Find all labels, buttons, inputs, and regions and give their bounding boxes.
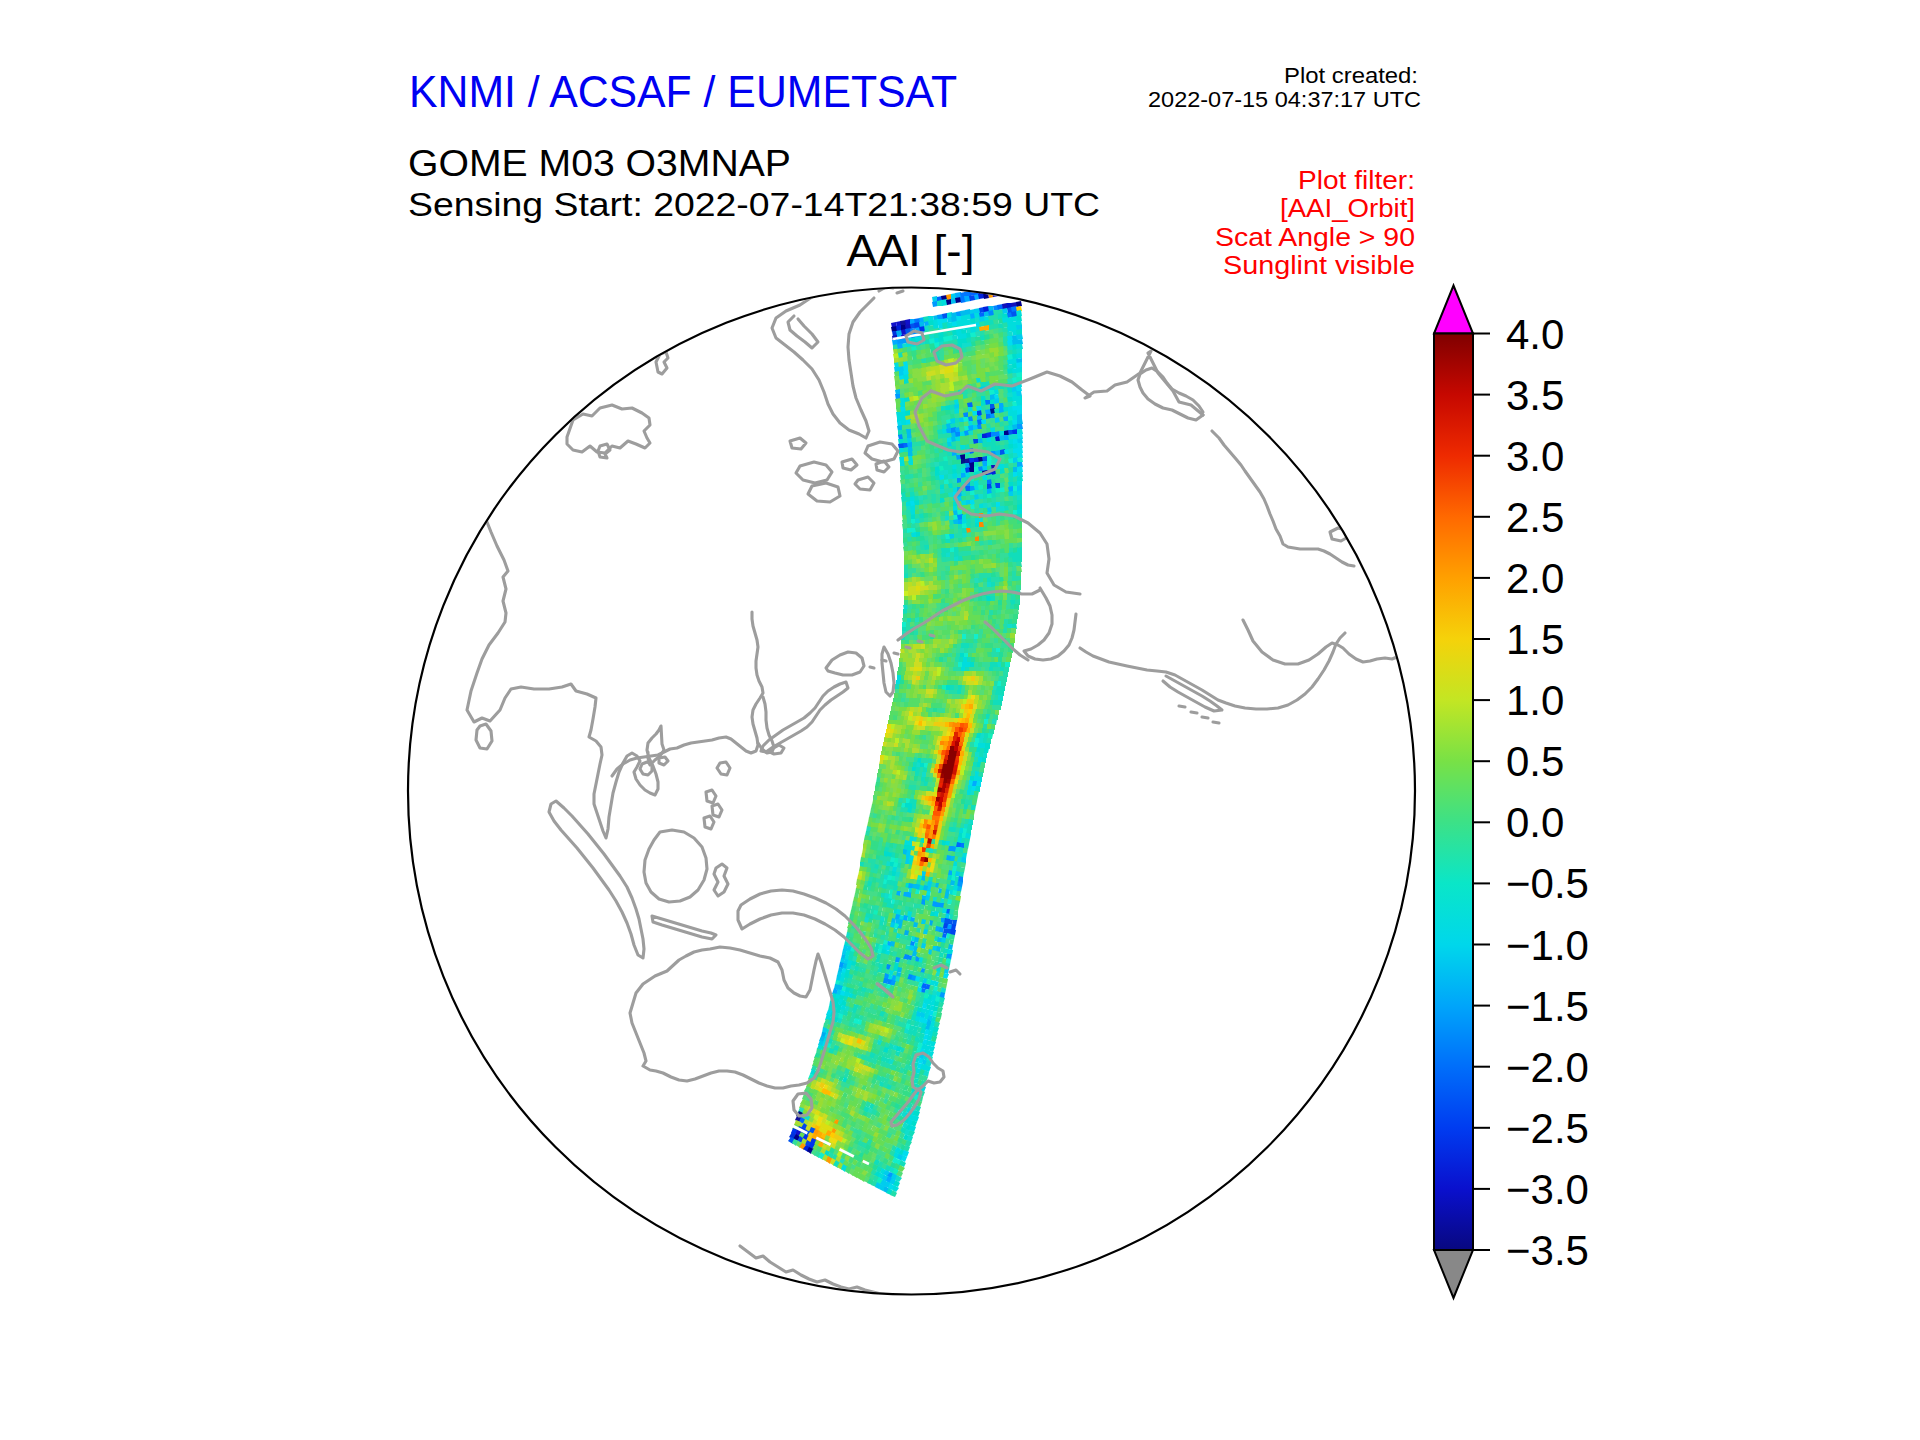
svg-text:−3.0: −3.0 [1506,1166,1589,1213]
svg-text:−2.0: −2.0 [1506,1044,1589,1091]
svg-text:KNMI / ACSAF / EUMETSAT: KNMI / ACSAF / EUMETSAT [409,67,957,116]
svg-text:−3.5: −3.5 [1506,1227,1589,1274]
svg-text:2022-07-15 04:37:17 UTC: 2022-07-15 04:37:17 UTC [1148,88,1421,112]
svg-text:4.0: 4.0 [1506,311,1564,358]
svg-text:Sunglint visible: Sunglint visible [1223,250,1415,280]
svg-text:GOME M03 O3MNAP: GOME M03 O3MNAP [408,142,791,184]
svg-text:2.5: 2.5 [1506,494,1564,541]
svg-text:−1.5: −1.5 [1506,983,1589,1030]
svg-text:−0.5: −0.5 [1506,860,1589,907]
svg-text:1.0: 1.0 [1506,677,1564,724]
svg-text:2.0: 2.0 [1506,555,1564,602]
svg-text:−2.5: −2.5 [1506,1105,1589,1152]
svg-text:0.5: 0.5 [1506,738,1564,785]
svg-text:Plot created:: Plot created: [1284,64,1418,88]
svg-text:0.0: 0.0 [1506,799,1564,846]
svg-text:−1.0: −1.0 [1506,922,1589,969]
svg-text:3.0: 3.0 [1506,433,1564,480]
svg-text:3.5: 3.5 [1506,372,1564,419]
svg-text:1.5: 1.5 [1506,616,1564,663]
svg-text:Sensing Start: 2022-07-14T21:3: Sensing Start: 2022-07-14T21:38:59 UTC [408,185,1100,223]
svg-text:Plot filter:: Plot filter: [1298,165,1415,195]
svg-text:[AAI_Orbit]: [AAI_Orbit] [1280,193,1415,223]
svg-text:Scat Angle > 90: Scat Angle > 90 [1215,222,1415,252]
svg-text:AAI [-]: AAI [-] [847,226,975,275]
